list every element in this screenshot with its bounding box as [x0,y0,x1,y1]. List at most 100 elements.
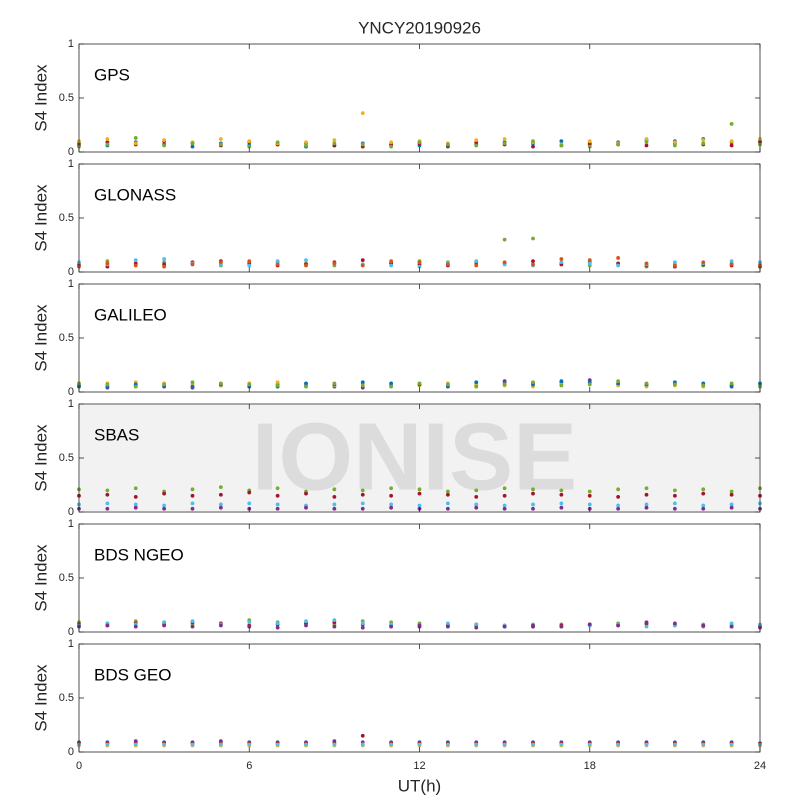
data-point [190,380,195,385]
data-point [729,262,734,267]
data-point [332,487,337,492]
data-point [672,260,677,265]
data-point [190,624,195,629]
data-point [672,140,677,145]
data-point [275,259,280,264]
y-tick-label: 1 [68,278,74,290]
data-point [474,625,479,630]
data-point [502,486,507,491]
data-point [729,502,734,507]
panel-label: GPS [94,65,130,84]
data-point [474,259,479,264]
data-point [559,624,564,629]
data-point [531,487,535,492]
panel-background [79,644,760,752]
data-point [275,493,280,498]
y-tick-label: 0 [68,506,74,518]
y-axis-label: S4 Index [31,64,50,132]
data-point [531,502,535,507]
y-tick-label: 1 [68,158,74,170]
panel-label: BDS GEO [94,665,171,684]
data-point [559,501,564,506]
data-point [275,262,280,267]
panel-label: GLONASS [94,185,176,204]
data-point [247,259,252,264]
y-axis-label: S4 Index [31,184,50,252]
panel-label: SBAS [94,425,139,444]
data-point [247,620,252,625]
data-point [304,140,308,145]
data-point [162,143,167,148]
y-axis-label: S4 Index [31,304,50,372]
data-point [644,140,649,145]
y-tick-label: 0 [68,146,74,158]
data-point [162,742,167,747]
data-point [672,263,677,268]
data-point [672,493,677,498]
data-point [559,379,564,384]
data-point [587,742,592,747]
data-point [587,261,592,266]
data-point [389,140,394,145]
data-point [275,486,280,491]
data-point [729,139,734,144]
data-point [162,257,167,261]
data-point [190,501,195,506]
data-point [474,138,479,143]
data-point [360,263,365,268]
chart-title: YNCY20190926 [358,18,481,37]
data-point [275,625,280,630]
data-point [332,494,337,499]
data-point [218,381,223,386]
data-point [360,625,365,630]
data-point [105,506,110,511]
data-point [133,136,138,140]
data-point [105,623,110,628]
data-point [445,492,450,497]
data-point [474,494,479,499]
data-point [701,506,706,511]
data-point [133,742,138,747]
data-point [360,111,365,116]
panel-label: BDS NGEO [94,545,184,564]
data-point [502,503,507,508]
data-point [304,491,308,496]
data-point [105,492,110,497]
data-point [445,501,450,506]
data-point [162,503,167,508]
data-point [701,491,706,496]
data-point [644,620,649,625]
data-point [360,621,365,626]
data-point [304,623,308,628]
data-point [616,487,621,492]
data-point [360,380,365,385]
data-point [162,623,167,628]
data-point [417,381,422,386]
data-point [502,382,507,387]
x-axis-label: UT(h) [398,776,441,795]
data-point [587,258,592,263]
data-point [389,259,394,264]
data-point [133,263,138,268]
data-point [332,502,337,507]
y-tick-label: 1 [68,638,74,650]
data-point [247,501,252,506]
y-tick-label: 0.5 [59,332,74,344]
data-point [474,502,479,507]
data-point [587,493,592,498]
x-tick-label: 6 [246,760,252,772]
data-point [701,503,706,508]
panel-background [79,44,760,152]
data-point [729,505,734,510]
x-tick-label: 12 [413,760,425,772]
data-point [672,621,677,626]
data-point [502,137,507,141]
data-point [502,506,507,511]
data-point [502,742,507,747]
data-point [389,263,394,268]
data-point [531,144,535,149]
data-point [701,141,706,146]
data-point [701,742,706,747]
data-point [162,620,167,625]
